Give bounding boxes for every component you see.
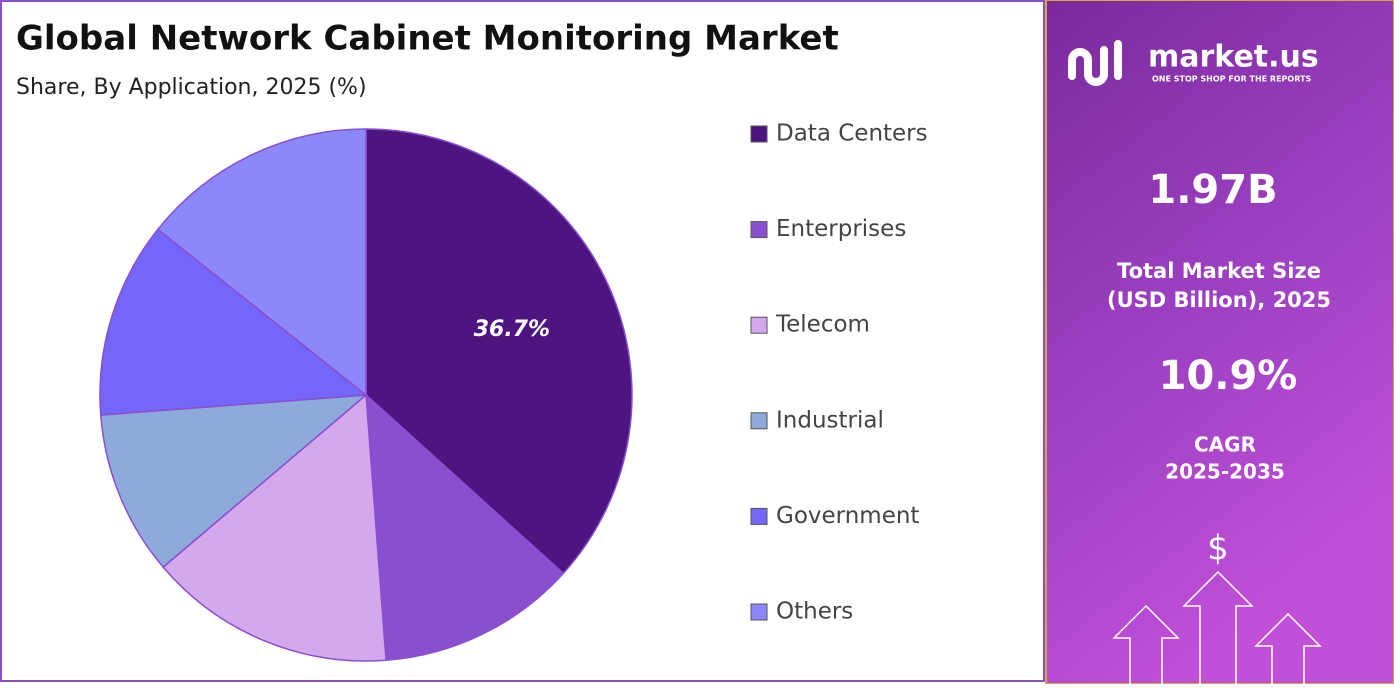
cagr-label: 2025-2035 [1165,460,1285,484]
chart-title: Global Network Cabinet Monitoring Market [16,19,839,59]
market-size-label: Total Market Size [1117,259,1321,283]
pie-slice [162,393,387,662]
legend-label: Telecom [775,312,870,338]
currency-symbol: $ [1207,529,1229,569]
cagr-label: CAGR [1194,433,1256,457]
pie-slice [99,228,368,416]
logo-mark [1068,40,1122,86]
market-size: 1.97B [1148,167,1277,213]
legend-swatch [750,412,768,430]
pie-slice [365,128,633,575]
tagline: ONE STOP SHOP FOR THE REPORTS [1152,75,1311,84]
market-size-label: (USD Billion), 2025 [1107,288,1331,312]
arrows-decoration [1112,570,1322,684]
cagr: 10.9% [1159,353,1298,399]
data-label: 36.7% [474,317,550,342]
legend-swatch [750,316,768,334]
legend-label: Industrial [776,407,884,433]
legend-label: Enterprises [776,216,906,242]
chart-subtitle: Share, By Application, 2025 (%) [16,75,367,100]
pie-slice [156,128,367,397]
pie-slice [365,393,565,662]
legend-swatch [750,221,768,239]
logo [1068,40,1122,86]
legend-swatch [750,507,768,525]
legend-label: Government [776,503,919,529]
info-panel [1046,0,1394,684]
pie-slice [99,394,369,569]
legend-swatch [750,125,768,143]
legend-label: Others [776,599,853,625]
brand: market.us [1148,40,1319,75]
legend-swatch [750,603,768,621]
legend-label: Data Centers [776,121,928,147]
